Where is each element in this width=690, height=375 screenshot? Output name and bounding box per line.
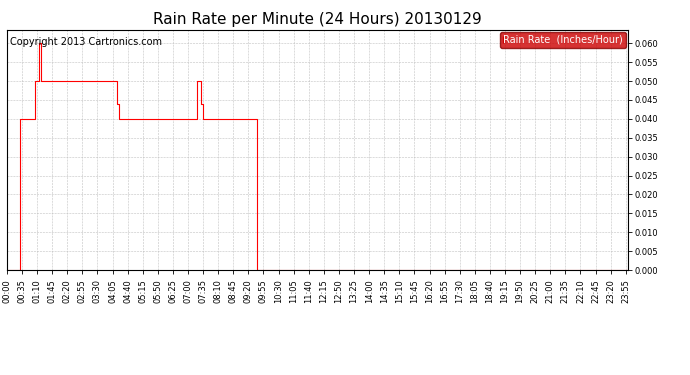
Title: Rain Rate per Minute (24 Hours) 20130129: Rain Rate per Minute (24 Hours) 20130129 [153,12,482,27]
Text: Copyright 2013 Cartronics.com: Copyright 2013 Cartronics.com [10,37,162,47]
Legend: Rain Rate  (Inches/Hour): Rain Rate (Inches/Hour) [500,32,626,48]
